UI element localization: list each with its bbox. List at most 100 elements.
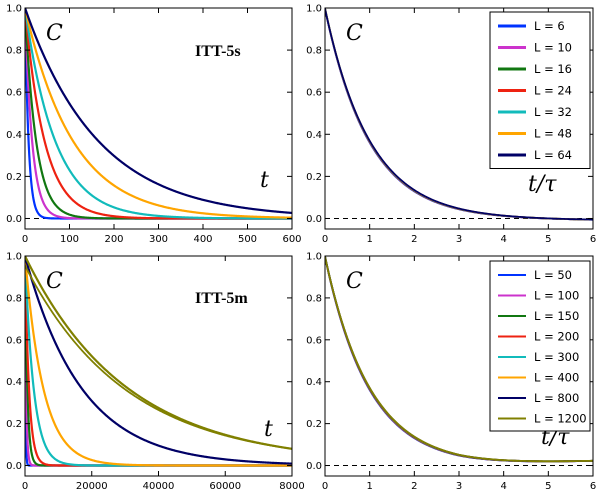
y-tick-label: 0.0 bbox=[306, 214, 322, 225]
legend-box bbox=[489, 260, 591, 432]
series-line-l6 bbox=[25, 8, 292, 220]
panel-top-right: 0 1 2 3 4 5 6 0.0 0.2 0.4 0.6 0.8 1.0 Ct/τ L = 6 L = 10… bbox=[306, 4, 596, 246]
panel-annotation: ITT-5m bbox=[195, 290, 248, 307]
x-tick-label: 400 bbox=[193, 234, 212, 245]
collapse-curve-6 bbox=[325, 8, 593, 221]
y-tick-label: 1.0 bbox=[6, 252, 22, 263]
x-tick-label: 1 bbox=[366, 481, 372, 492]
x-tick-label: 4 bbox=[500, 481, 506, 492]
x-tick-label: 2 bbox=[411, 234, 417, 245]
legend-entry: L = 64 bbox=[534, 148, 572, 162]
x-tick-label: 3 bbox=[456, 234, 462, 245]
x-tick-label: 0 bbox=[322, 234, 328, 245]
legend-entry: L = 400 bbox=[534, 371, 579, 385]
axes-frame bbox=[24, 7, 293, 230]
panel-annotation: ITT-5s bbox=[195, 43, 241, 60]
legend-entry: L = 10 bbox=[534, 41, 572, 55]
plot-area bbox=[325, 8, 593, 221]
y-tick-label: 0.4 bbox=[6, 377, 22, 388]
x-tick-label: 4 bbox=[500, 234, 506, 245]
y-tick-label: 0.4 bbox=[306, 377, 322, 388]
legend-entry: L = 16 bbox=[534, 62, 572, 76]
plot-area bbox=[25, 256, 292, 467]
y-tick-label: 0.4 bbox=[6, 130, 22, 141]
x-tick-label: 300 bbox=[149, 234, 168, 245]
y-tick-label: 0.6 bbox=[6, 335, 22, 346]
y-axis-label: C bbox=[346, 21, 363, 46]
x-tick-label: 20000 bbox=[76, 481, 108, 492]
x-tick-label: 200 bbox=[104, 234, 123, 245]
legend-entry: L = 150 bbox=[534, 309, 579, 323]
x-tick-label: 2 bbox=[411, 481, 417, 492]
y-tick-label: 0.8 bbox=[306, 46, 322, 57]
series-line-l400 bbox=[25, 256, 292, 467]
legend-entry: L = 800 bbox=[534, 391, 579, 405]
series-line-l48 bbox=[25, 8, 292, 219]
panel-bottom-right: 0 1 2 3 4 5 60.00.20.40.60.81.0Ct/τL = 50L = 1… bbox=[306, 252, 596, 493]
legend-entry: L = 200 bbox=[534, 330, 579, 344]
x-tick-label: 5 bbox=[545, 481, 551, 492]
x-axis-label: t/τ bbox=[528, 172, 557, 197]
y-tick-label: 0.2 bbox=[306, 419, 322, 430]
x-tick-label: 8000 bbox=[279, 481, 304, 492]
collapse-curve-7 bbox=[325, 256, 593, 463]
y-tick-label: 0.2 bbox=[6, 172, 22, 183]
y-axis-label: C bbox=[46, 269, 63, 294]
y-tick-label: 0.0 bbox=[306, 461, 322, 472]
legend-entry: L = 50 bbox=[534, 268, 572, 282]
legend-entry: L = 32 bbox=[534, 105, 572, 119]
x-tick-label: 6 bbox=[590, 234, 596, 245]
x-tick-label: 40000 bbox=[143, 481, 175, 492]
y-tick-label: 1.0 bbox=[6, 4, 22, 15]
x-axis-label: t bbox=[260, 168, 269, 193]
x-axis-label: t bbox=[264, 417, 273, 442]
legend-entry: L = 24 bbox=[534, 84, 572, 98]
legend-entry: L = 48 bbox=[534, 127, 572, 141]
legend: L = 50 L = 100 L = 150 L = 200 L = 300 L = 40… bbox=[489, 260, 591, 432]
legend-entry: L = 6 bbox=[534, 19, 565, 33]
y-tick-label: 0.8 bbox=[306, 293, 322, 304]
panel-top-left: 0 100 200 300 400 500 600 0.0 0.2 0.4 0.6 0.8 1.0 Ct I… bbox=[6, 4, 301, 246]
x-tick-label: 600 bbox=[282, 234, 301, 245]
y-tick-label: 0.2 bbox=[6, 419, 22, 430]
series-line-l16 bbox=[25, 8, 292, 220]
x-tick-label: 100 bbox=[60, 234, 79, 245]
x-tick-label: 0 bbox=[22, 481, 28, 492]
y-tick-label: 0.6 bbox=[306, 335, 322, 346]
x-tick-label: 60000 bbox=[209, 481, 241, 492]
series-line-l1200-b bbox=[25, 265, 292, 450]
x-tick-label: 5 bbox=[545, 234, 551, 245]
y-tick-label: 0.0 bbox=[6, 461, 22, 472]
series-line-l10 bbox=[25, 8, 292, 220]
y-tick-label: 1.0 bbox=[306, 252, 322, 263]
y-tick-label: 0.6 bbox=[306, 88, 322, 99]
series-line-l32 bbox=[25, 8, 292, 220]
series-line-l800 bbox=[25, 256, 292, 465]
y-tick-label: 0.4 bbox=[306, 130, 322, 141]
legend-entry: L = 100 bbox=[534, 289, 579, 303]
panel-bottom-left: 0 20000 40000 60000 8000 0.0 0.2 0.4 0.6 0.8 1.0 Ct… bbox=[6, 252, 305, 493]
y-tick-label: 0.2 bbox=[306, 172, 322, 183]
series-line-l24 bbox=[25, 8, 292, 220]
y-tick-label: 0.8 bbox=[6, 293, 22, 304]
y-tick-label: 0.0 bbox=[6, 214, 22, 225]
series-line-l64 bbox=[25, 8, 292, 215]
x-tick-label: 0 bbox=[22, 234, 28, 245]
series-line-l1200 bbox=[25, 256, 292, 450]
legend: L = 6 L = 10 L = 16 L = 24 L = 32 L = 48 L = 6… bbox=[489, 11, 591, 169]
x-tick-label: 1 bbox=[366, 234, 372, 245]
x-tick-label: 0 bbox=[322, 481, 328, 492]
y-tick-label: 0.8 bbox=[6, 46, 22, 57]
x-tick-label: 6 bbox=[590, 481, 596, 492]
x-tick-label: 500 bbox=[238, 234, 257, 245]
y-axis-label: C bbox=[46, 21, 63, 46]
y-axis-label: C bbox=[346, 269, 363, 294]
legend-entry: L = 1200 bbox=[534, 412, 587, 426]
plot-area bbox=[325, 256, 593, 467]
x-tick-label: 3 bbox=[456, 481, 462, 492]
y-tick-label: 0.6 bbox=[6, 88, 22, 99]
y-tick-label: 1.0 bbox=[306, 4, 322, 15]
legend-entry: L = 300 bbox=[534, 350, 579, 364]
plot-area bbox=[25, 8, 292, 220]
